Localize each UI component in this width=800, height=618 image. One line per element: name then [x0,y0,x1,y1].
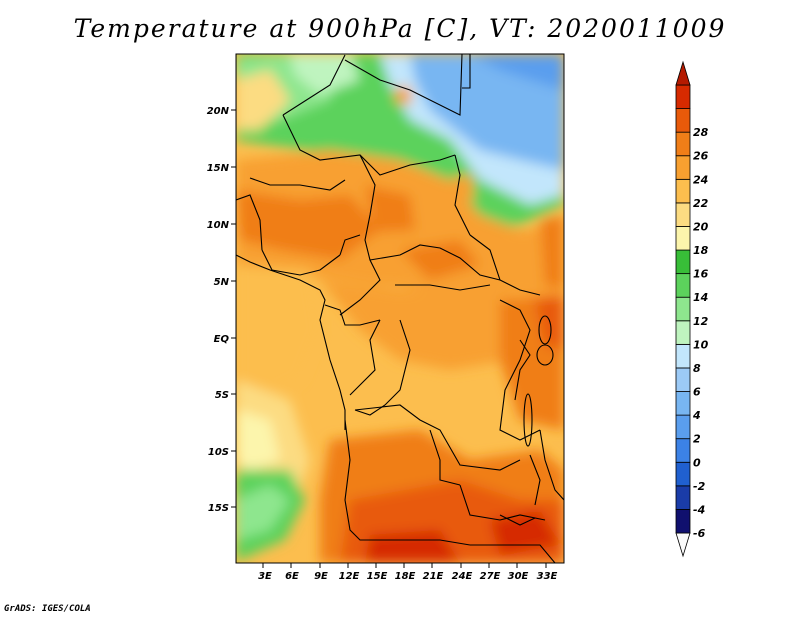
colorbar-label: 20 [693,220,709,233]
colorbar-label: 12 [693,315,709,328]
colorbar-segment [675,178,691,204]
longitude-axis: 3E 6E 9E 12E 15E 18E 21E 24E 27E 30E 33E [258,563,558,582]
lat-label: 20N [207,106,230,117]
temperature-field [236,54,564,563]
colorbar-label: 24 [693,173,708,186]
colorbar-segment [675,461,691,487]
colorbar-segment [675,155,691,180]
colorbar-segment [675,296,691,322]
colorbar-segment [675,438,691,463]
colorbar-segment [675,414,691,440]
colorbar-label: 0 [693,456,701,469]
lon-label: 24E [452,571,473,582]
colorbar-segment [675,391,691,416]
map-frame [235,53,565,564]
colorbar-label: 28 [693,126,709,139]
lon-label: 21E [423,571,444,582]
colorbar-segment [675,202,691,227]
colorbar-label: -4 [693,503,705,516]
colorbar-label: 10 [693,338,709,351]
colorbar-segment [675,226,691,251]
lon-label: 3E [258,571,272,582]
colorbar-segment [675,108,691,133]
colorbar-segment [675,367,691,392]
lon-label: 30E [508,571,529,582]
lat-label: 5S [215,390,229,401]
colorbar-label: 8 [693,362,701,375]
colorbar-label: 14 [693,291,708,304]
colorbar-segment [675,60,691,86]
colorbar-label: 2 [693,433,701,446]
lon-label: 12E [339,571,360,582]
colorbar-segment [675,532,691,558]
colorbar-label: 6 [693,386,701,399]
lat-label: 15N [207,163,230,174]
country-borders [236,54,564,563]
lat-label: 10N [207,220,230,231]
colorbar-label: 22 [693,197,709,210]
colorbar-segment [675,131,691,157]
latitude-axis: 20N 15N 10N 5N EQ 5S 10S 15S [207,106,236,514]
grads-credit: GrADS: IGES/COLA [4,604,91,614]
colorbar-segment [675,485,691,510]
colorbar-label: -6 [693,527,706,540]
lon-label: 15E [367,571,388,582]
lat-label: EQ [214,334,230,345]
colorbar-segment [675,249,691,275]
lat-label: 15S [208,503,229,514]
lon-label: 9E [314,571,328,582]
colorbar-label: 4 [692,409,701,422]
colorbar-segment [675,273,691,298]
colorbar-label: 16 [693,268,709,281]
colorbar-segment [675,509,691,534]
colorbar-segment [675,320,691,345]
colorbar-label: -2 [693,480,706,493]
lon-label: 18E [395,571,416,582]
lon-label: 27E [480,571,501,582]
lat-label: 5N [214,277,230,288]
lon-label: 33E [537,571,558,582]
lat-label: 10S [208,447,229,458]
colorbar-segment [675,84,691,109]
lon-label: 6E [285,571,299,582]
colorbar-label: 18 [693,244,709,257]
colorbar-segment [675,343,691,369]
colorbar-label: 26 [693,150,709,163]
map-title: Temperature at 900hPa [C], VT: 202001100… [73,14,727,43]
